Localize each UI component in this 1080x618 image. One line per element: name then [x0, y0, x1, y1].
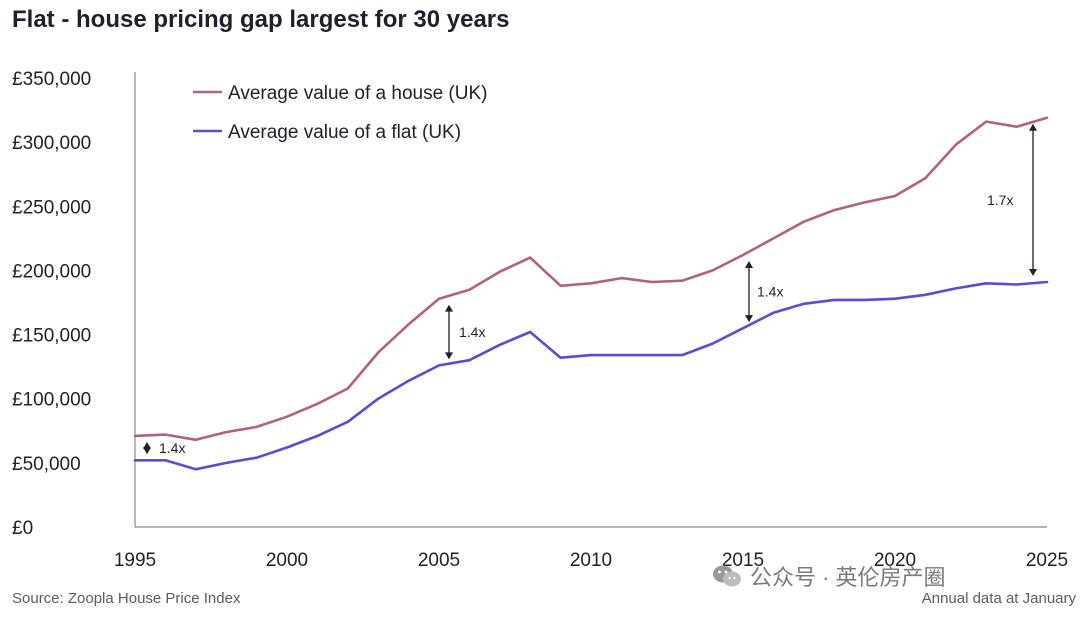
wechat-logo-icon	[712, 563, 742, 589]
y-tick-label: £250,000	[12, 197, 91, 218]
arrow-down-icon	[445, 352, 453, 360]
ratio-annotation: 1.4x	[445, 304, 485, 360]
arrow-up-icon	[1029, 123, 1037, 131]
watermark-text: 公众号 · 英伦房产圈	[750, 565, 946, 590]
ratio-label: 1.4x	[757, 284, 783, 300]
legend-label: Average value of a flat (UK)	[228, 122, 461, 143]
y-tick-label: £350,000	[12, 69, 91, 90]
y-tick-label: £300,000	[12, 133, 91, 154]
y-tick-label: £150,000	[12, 326, 91, 347]
x-tick-label: 2015	[722, 550, 764, 571]
y-tick-label: £50,000	[12, 454, 81, 475]
arrow-down-icon	[745, 315, 753, 323]
ratio-label: 1.4x	[459, 324, 485, 340]
legend-label: Average value of a house (UK)	[228, 83, 487, 104]
x-tick-label: 2020	[874, 550, 916, 571]
arrow-up-icon	[745, 261, 753, 269]
x-tick-label: 2010	[570, 550, 612, 571]
y-tick-label: £100,000	[12, 390, 91, 411]
ratio-annotation: 1.4x	[745, 261, 783, 323]
flat-value-line	[133, 280, 1049, 471]
ratio-annotation: 1.7x	[987, 123, 1037, 276]
x-tick-label: 2000	[266, 550, 308, 571]
ratio-label: 1.4x	[159, 440, 185, 456]
x-tick-label: 2025	[1026, 550, 1068, 571]
arrow-up-icon	[445, 304, 453, 312]
house-value-line	[133, 116, 1049, 442]
arrow-down-icon	[143, 447, 151, 455]
watermark: 公众号 · 英伦房产圈	[712, 560, 946, 592]
x-tick-label: 2005	[418, 550, 460, 571]
ratio-label: 1.7x	[987, 192, 1013, 208]
data-frequency-note: Annual data at January	[921, 590, 1076, 607]
arrow-down-icon	[1029, 268, 1037, 276]
y-tick-label: £200,000	[12, 261, 91, 282]
source-note: Source: Zoopla House Price Index	[12, 590, 241, 607]
x-tick-label: 1995	[114, 550, 156, 571]
arrow-up-icon	[143, 441, 151, 449]
ratio-annotation: 1.4x	[143, 440, 185, 456]
y-tick-label: £0	[12, 518, 33, 539]
chart-title: Flat - house pricing gap largest for 30 …	[12, 6, 510, 33]
